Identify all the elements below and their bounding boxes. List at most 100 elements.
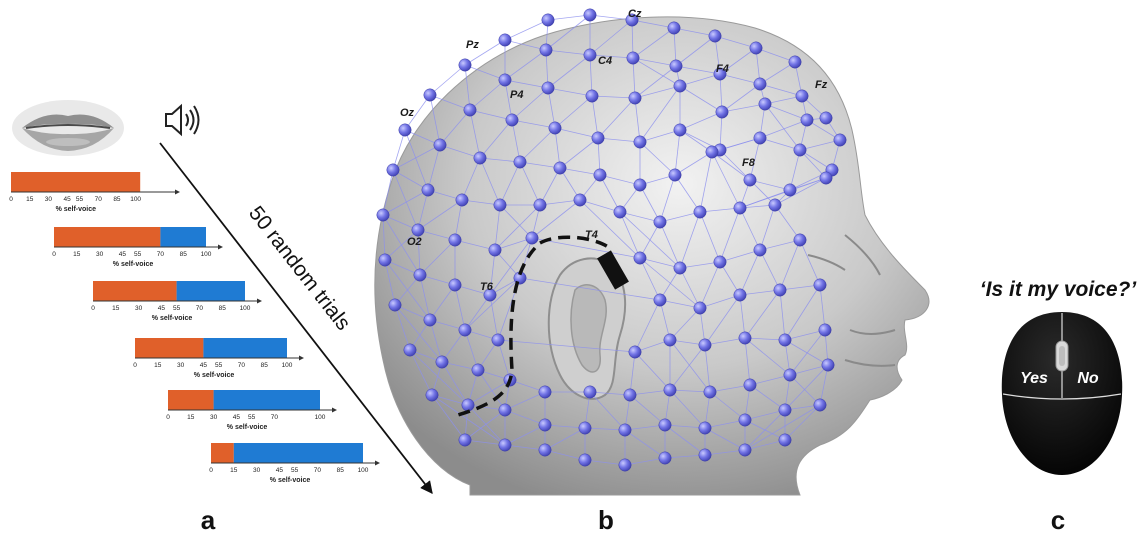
bar-tick-label: 85: [337, 467, 345, 474]
other-voice-segment: [203, 338, 287, 358]
electrode: [613, 205, 627, 219]
electrode: [376, 208, 390, 222]
electrode: [403, 343, 417, 357]
electrode: [538, 418, 552, 432]
electrode: [788, 55, 802, 69]
electrode: [673, 261, 687, 275]
electrode: [633, 135, 647, 149]
electrode: [548, 121, 562, 135]
electrode: [819, 171, 833, 185]
bar-tick-label: 0: [52, 251, 56, 258]
electrode: [733, 201, 747, 215]
electrode: [673, 123, 687, 137]
bar-tick-label: 55: [215, 362, 223, 369]
electrode: [388, 298, 402, 312]
electrode: [663, 333, 677, 347]
electrode: [618, 458, 632, 472]
bar-tick-label: 30: [210, 414, 218, 421]
bar-tick-label: 15: [26, 196, 34, 203]
electrode: [708, 29, 722, 43]
bar-tick-label: 100: [358, 467, 369, 474]
bar-tick-label: 45: [276, 467, 284, 474]
electrode-label-p4: P4: [510, 89, 523, 101]
electrode: [653, 293, 667, 307]
electrode-label-f4: F4: [716, 63, 729, 75]
bar-tick-label: 30: [45, 196, 53, 203]
electrode: [778, 333, 792, 347]
electrode: [626, 51, 640, 65]
panel-letter-a: a: [201, 505, 216, 534]
electrode: [386, 163, 400, 177]
bar-axis-arrow: [375, 460, 380, 466]
electrode: [625, 13, 639, 27]
bar-tick-label: 15: [112, 305, 120, 312]
electrode: [378, 253, 392, 267]
electrode: [668, 168, 682, 182]
bar-tick-label: 45: [233, 414, 241, 421]
electrode-label-t6: T6: [480, 281, 494, 293]
electrode: [538, 385, 552, 399]
bar-axis-label: % self-voice: [56, 206, 97, 213]
electrode: [658, 418, 672, 432]
bar-axis-label: % self-voice: [194, 372, 235, 379]
electrode: [421, 183, 435, 197]
electrode: [461, 398, 475, 412]
trials-label: 50 random trials: [244, 202, 355, 335]
electrode: [833, 133, 847, 147]
mouse-right-button-label: No: [1077, 370, 1099, 387]
bar-tick-label: 70: [271, 414, 279, 421]
electrode: [713, 255, 727, 269]
electrode: [818, 323, 832, 337]
electrode: [715, 105, 729, 119]
bar-tick-label: 85: [180, 251, 188, 258]
electrode: [458, 58, 472, 72]
bar-tick-label: 15: [230, 467, 238, 474]
bar-tick-label: 85: [261, 362, 269, 369]
computer-mouse-icon: [1001, 312, 1123, 475]
electrode: [583, 385, 597, 399]
bar-tick-label: 0: [166, 414, 170, 421]
panel-b: Cz Pz C4 P4 F4 Fz Oz F8 O2 T4 T6 b: [374, 8, 930, 535]
electrode: [698, 338, 712, 352]
bar-tick-label: 30: [96, 251, 104, 258]
other-voice-segment: [213, 390, 320, 410]
electrode: [628, 345, 642, 359]
bar-tick-label: 100: [240, 305, 251, 312]
electrodes: [376, 8, 847, 472]
bar-tick-label: 100: [201, 251, 212, 258]
electrode-label-pz: Pz: [466, 39, 479, 51]
self-voice-bar-1: 0 15 30 45 55 70 85 100 % self-voice: [9, 172, 180, 213]
electrode: [448, 278, 462, 292]
electrode: [821, 358, 835, 372]
bar-axis-label: % self-voice: [113, 261, 154, 268]
bar-tick-label: 15: [73, 251, 81, 258]
electrode: [738, 413, 752, 427]
bar-axis-arrow: [257, 298, 262, 304]
electrode: [713, 67, 727, 81]
electrode: [541, 13, 555, 27]
bar-tick-label: 15: [154, 362, 162, 369]
self-voice-bars: 0 15 30 45 55 70 85 100 % self-voice 0 15 30 45 55 70 8…: [9, 172, 380, 484]
electrode: [463, 103, 477, 117]
electrode: [693, 301, 707, 315]
electrode: [800, 113, 814, 127]
electrode: [541, 81, 555, 95]
bar-tick-label: 0: [9, 196, 13, 203]
electrode: [773, 283, 787, 297]
bar-tick-label: 30: [253, 467, 261, 474]
electrode-label-c4: C4: [598, 55, 612, 67]
electrode: [813, 278, 827, 292]
mouse-left-button-label: Yes: [1020, 370, 1048, 387]
electrode: [623, 388, 637, 402]
electrode: [813, 398, 827, 412]
electrode: [411, 223, 425, 237]
other-voice-segment: [160, 227, 206, 247]
electrode: [525, 231, 539, 245]
electrode: [423, 313, 437, 327]
electrode: [513, 155, 527, 169]
electrode: [505, 113, 519, 127]
question-text: ‘Is it my voice?’: [980, 278, 1138, 301]
electrode: [578, 453, 592, 467]
electrode: [455, 193, 469, 207]
